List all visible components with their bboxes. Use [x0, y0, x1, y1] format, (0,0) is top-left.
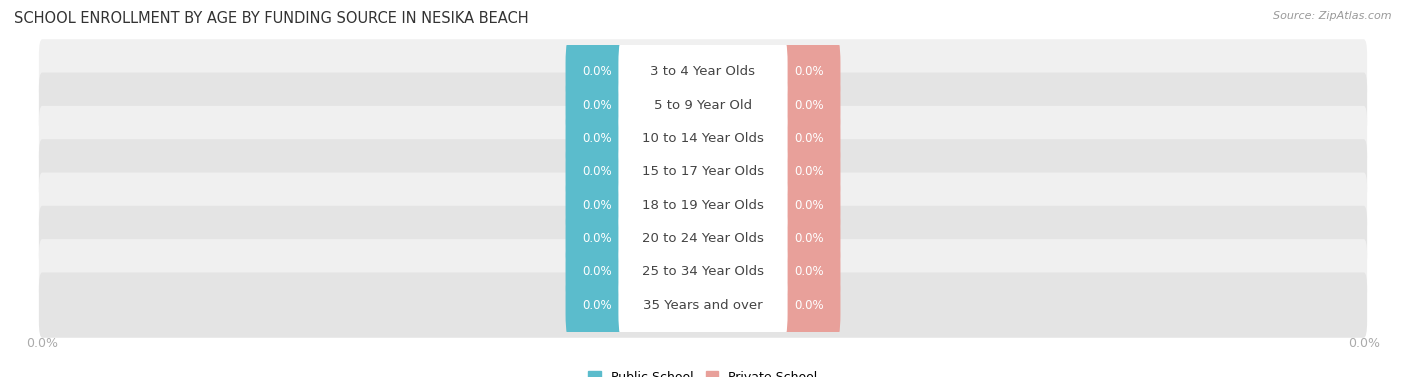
Text: Source: ZipAtlas.com: Source: ZipAtlas.com: [1274, 11, 1392, 21]
Text: 0.0%: 0.0%: [582, 65, 612, 78]
Text: 18 to 19 Year Olds: 18 to 19 Year Olds: [643, 199, 763, 211]
FancyBboxPatch shape: [565, 203, 628, 274]
Text: 3 to 4 Year Olds: 3 to 4 Year Olds: [651, 65, 755, 78]
Text: 0.0%: 0.0%: [794, 265, 824, 278]
Text: 0.0%: 0.0%: [582, 166, 612, 178]
FancyBboxPatch shape: [619, 236, 787, 308]
FancyBboxPatch shape: [565, 69, 628, 141]
FancyBboxPatch shape: [565, 236, 628, 308]
Text: SCHOOL ENROLLMENT BY AGE BY FUNDING SOURCE IN NESIKA BEACH: SCHOOL ENROLLMENT BY AGE BY FUNDING SOUR…: [14, 11, 529, 26]
FancyBboxPatch shape: [39, 206, 1367, 271]
FancyBboxPatch shape: [39, 72, 1367, 138]
FancyBboxPatch shape: [619, 136, 787, 208]
Text: 0.0%: 0.0%: [794, 232, 824, 245]
FancyBboxPatch shape: [619, 203, 787, 274]
FancyBboxPatch shape: [619, 69, 787, 141]
FancyBboxPatch shape: [778, 69, 841, 141]
Text: 15 to 17 Year Olds: 15 to 17 Year Olds: [643, 166, 763, 178]
Legend: Public School, Private School: Public School, Private School: [583, 366, 823, 377]
FancyBboxPatch shape: [619, 103, 787, 174]
Text: 0.0%: 0.0%: [794, 99, 824, 112]
Text: 0.0%: 0.0%: [582, 232, 612, 245]
FancyBboxPatch shape: [565, 269, 628, 341]
FancyBboxPatch shape: [39, 39, 1367, 104]
Text: 0.0%: 0.0%: [794, 299, 824, 312]
Text: 0.0%: 0.0%: [794, 65, 824, 78]
FancyBboxPatch shape: [778, 169, 841, 241]
Text: 25 to 34 Year Olds: 25 to 34 Year Olds: [643, 265, 763, 278]
Text: 0.0%: 0.0%: [582, 199, 612, 211]
FancyBboxPatch shape: [778, 269, 841, 341]
FancyBboxPatch shape: [778, 136, 841, 208]
Text: 35 Years and over: 35 Years and over: [643, 299, 763, 312]
FancyBboxPatch shape: [39, 106, 1367, 171]
Text: 0.0%: 0.0%: [582, 132, 612, 145]
FancyBboxPatch shape: [619, 169, 787, 241]
Text: 0.0%: 0.0%: [582, 265, 612, 278]
Text: 0.0%: 0.0%: [582, 299, 612, 312]
FancyBboxPatch shape: [39, 273, 1367, 338]
Text: 10 to 14 Year Olds: 10 to 14 Year Olds: [643, 132, 763, 145]
FancyBboxPatch shape: [39, 139, 1367, 204]
FancyBboxPatch shape: [565, 136, 628, 208]
Text: 20 to 24 Year Olds: 20 to 24 Year Olds: [643, 232, 763, 245]
FancyBboxPatch shape: [778, 103, 841, 174]
Text: 0.0%: 0.0%: [794, 199, 824, 211]
FancyBboxPatch shape: [565, 36, 628, 108]
FancyBboxPatch shape: [778, 36, 841, 108]
FancyBboxPatch shape: [565, 169, 628, 241]
FancyBboxPatch shape: [39, 173, 1367, 238]
FancyBboxPatch shape: [565, 103, 628, 174]
Text: 5 to 9 Year Old: 5 to 9 Year Old: [654, 99, 752, 112]
FancyBboxPatch shape: [778, 236, 841, 308]
Text: 0.0%: 0.0%: [582, 99, 612, 112]
Text: 0.0%: 0.0%: [794, 166, 824, 178]
FancyBboxPatch shape: [778, 203, 841, 274]
Text: 0.0%: 0.0%: [794, 132, 824, 145]
FancyBboxPatch shape: [619, 36, 787, 108]
FancyBboxPatch shape: [619, 269, 787, 341]
FancyBboxPatch shape: [39, 239, 1367, 305]
